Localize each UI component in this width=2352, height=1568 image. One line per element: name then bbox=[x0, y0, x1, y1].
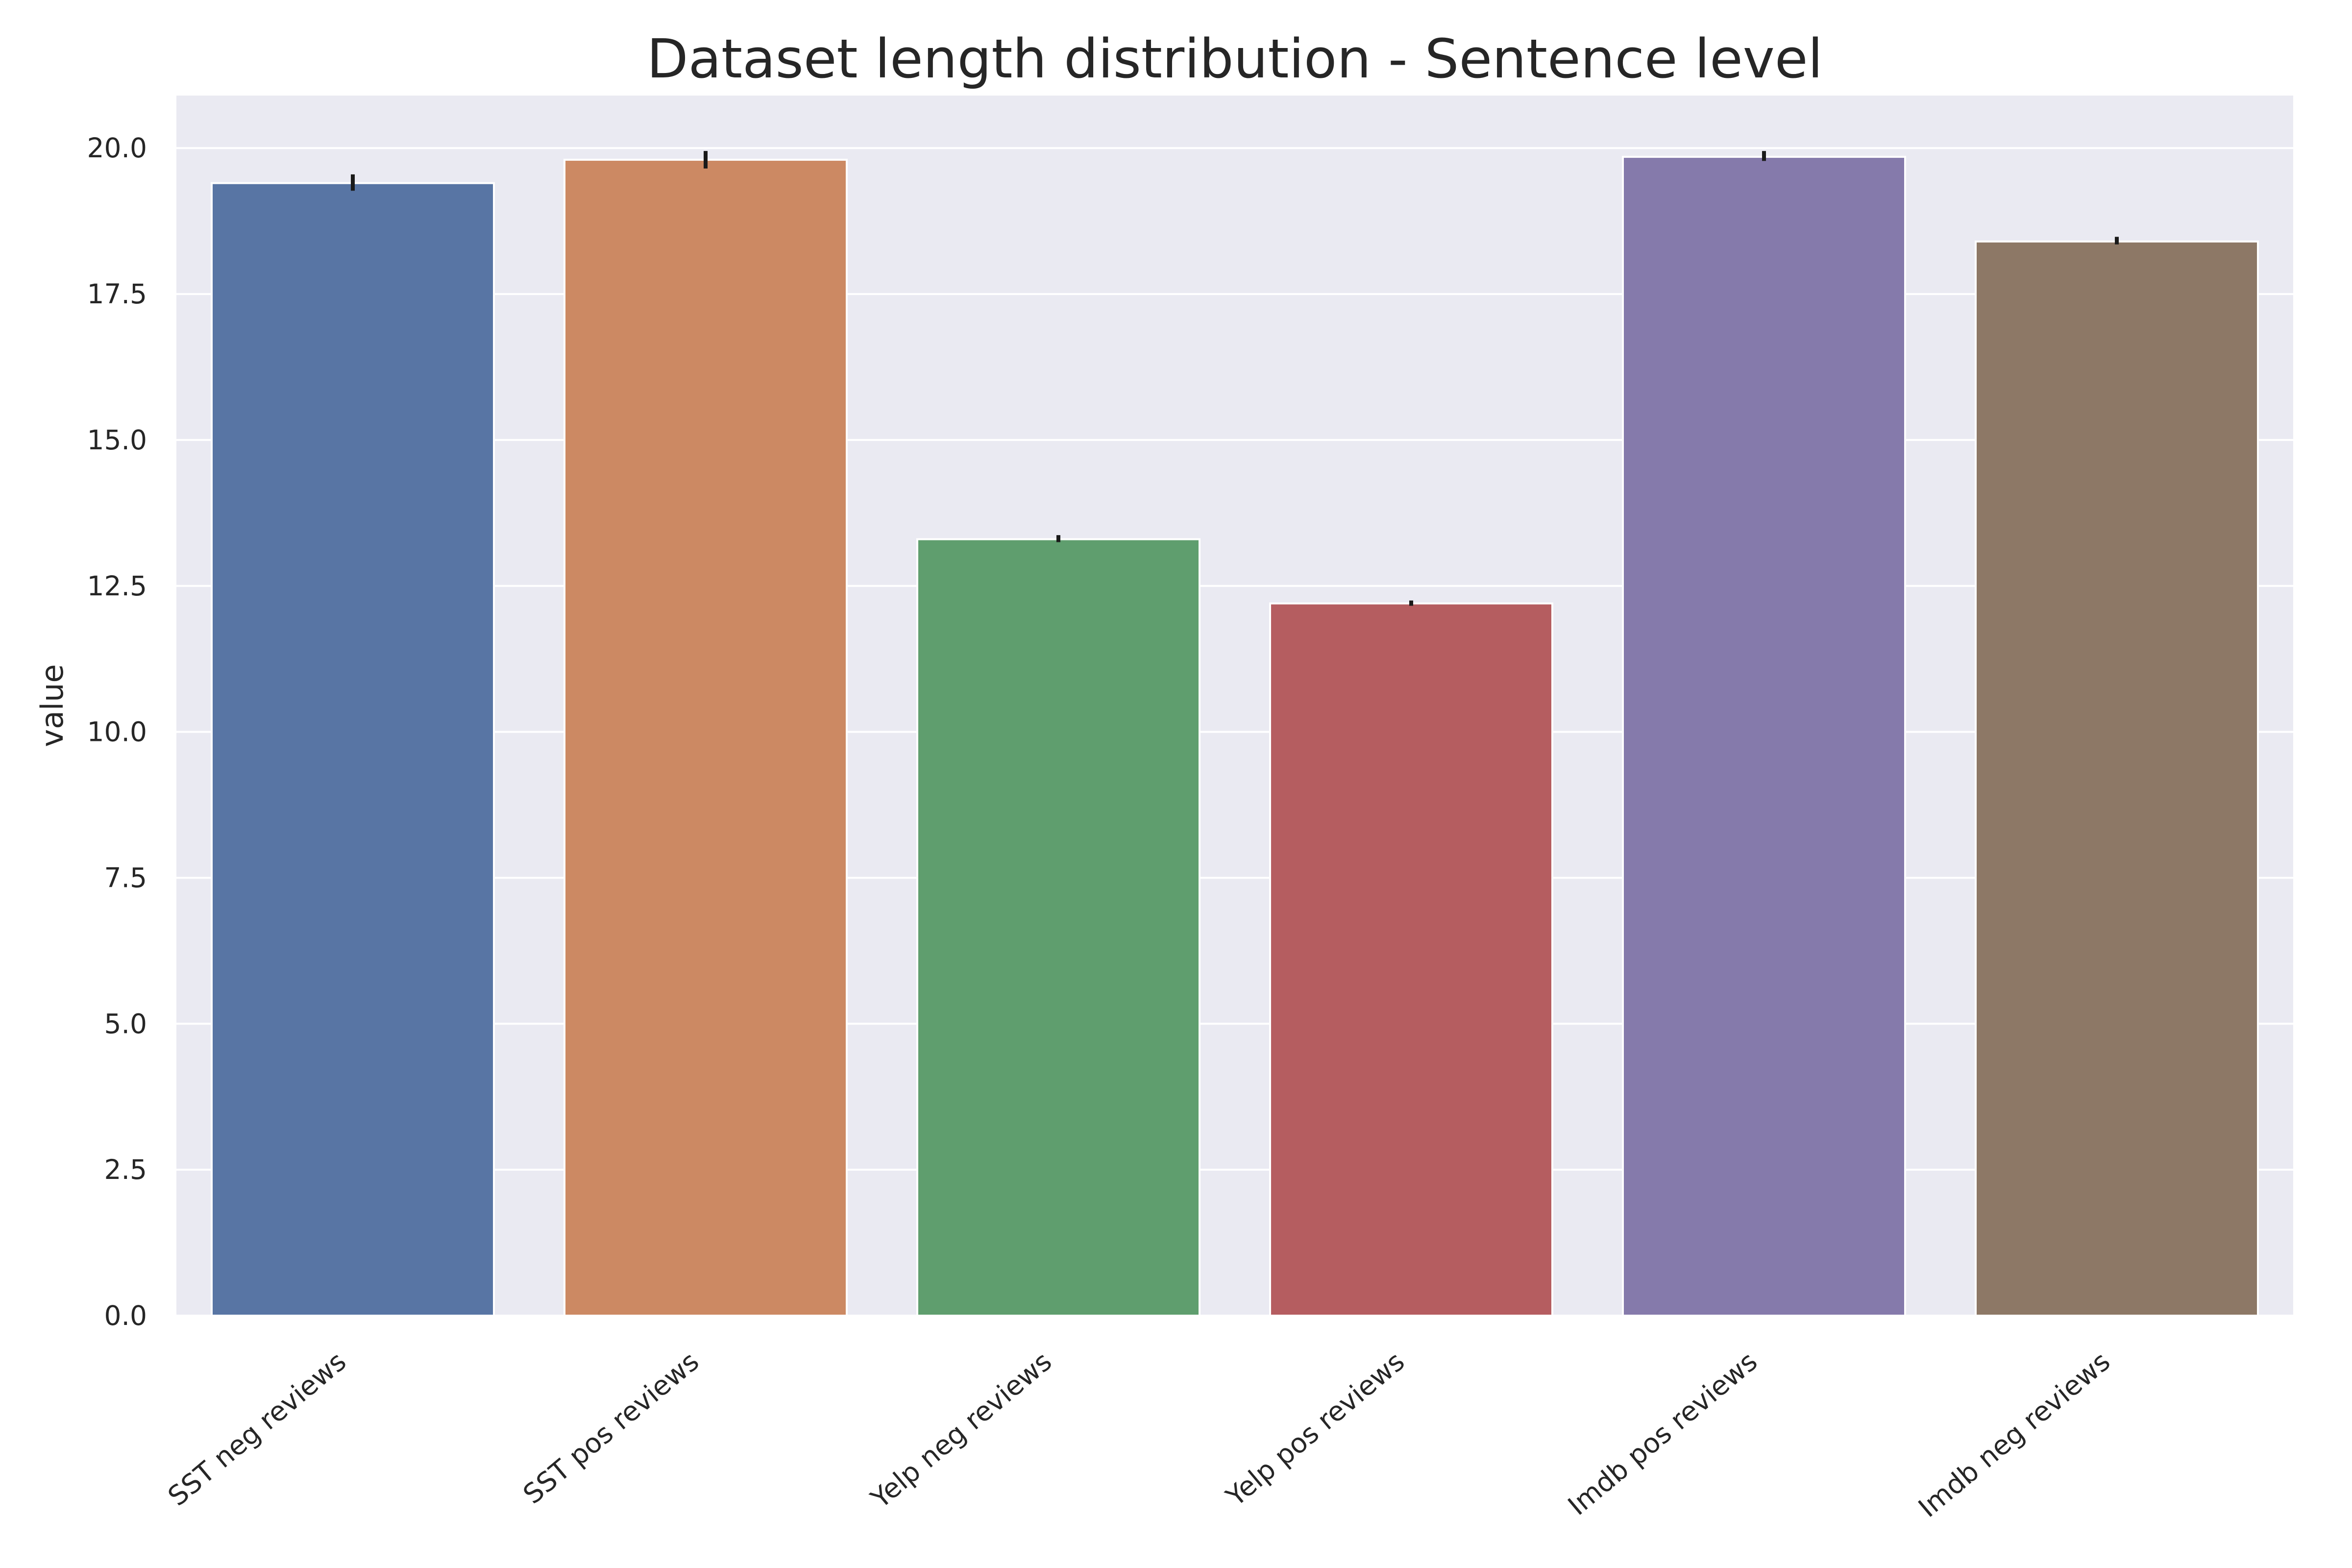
plot-area bbox=[176, 96, 2293, 1316]
x-tick-label-0: SST neg reviews bbox=[162, 1346, 352, 1512]
x-axis: SST neg reviews SST pos reviews Yelp neg r… bbox=[162, 1346, 2116, 1523]
y-axis: 0.0 2.5 5.0 7.5 10.0 12.5 15.0 17.5 20.0 bbox=[87, 132, 147, 1331]
y-tick-label-6: 15.0 bbox=[87, 424, 147, 456]
bar-3 bbox=[1269, 602, 1553, 1317]
x-tick-label-4: Imdb pos reviews bbox=[1562, 1346, 1764, 1521]
y-tick-label-0: 0.0 bbox=[104, 1300, 147, 1331]
grid-layer bbox=[176, 147, 2293, 1317]
bar-2 bbox=[916, 538, 1200, 1317]
x-tick-label-5: Imdb neg reviews bbox=[1912, 1346, 2116, 1523]
y-tick-label-4: 10.0 bbox=[87, 716, 147, 748]
y-tick-label-5: 12.5 bbox=[87, 570, 147, 602]
x-tick-label-3: Yelp pos reviews bbox=[1220, 1346, 1410, 1513]
x-tick-label-2: Yelp neg reviews bbox=[864, 1346, 1057, 1515]
y-tick-label-8: 20.0 bbox=[87, 132, 147, 164]
bar-4 bbox=[1622, 156, 1906, 1317]
y-tick-label-1: 2.5 bbox=[104, 1154, 147, 1185]
bar-0 bbox=[211, 182, 495, 1317]
y-axis-label: value bbox=[34, 664, 70, 747]
bar-5 bbox=[1975, 240, 2259, 1317]
bars-layer bbox=[211, 156, 2259, 1317]
error-bars-layer bbox=[351, 151, 2119, 606]
y-tick-label-7: 17.5 bbox=[87, 278, 147, 310]
y-tick-label-2: 5.0 bbox=[104, 1008, 147, 1039]
bar-1 bbox=[564, 159, 848, 1317]
chart-title: Dataset length distribution - Sentence l… bbox=[647, 27, 1823, 90]
y-tick-label-3: 7.5 bbox=[104, 862, 147, 893]
x-tick-label-1: SST pos reviews bbox=[517, 1346, 705, 1510]
